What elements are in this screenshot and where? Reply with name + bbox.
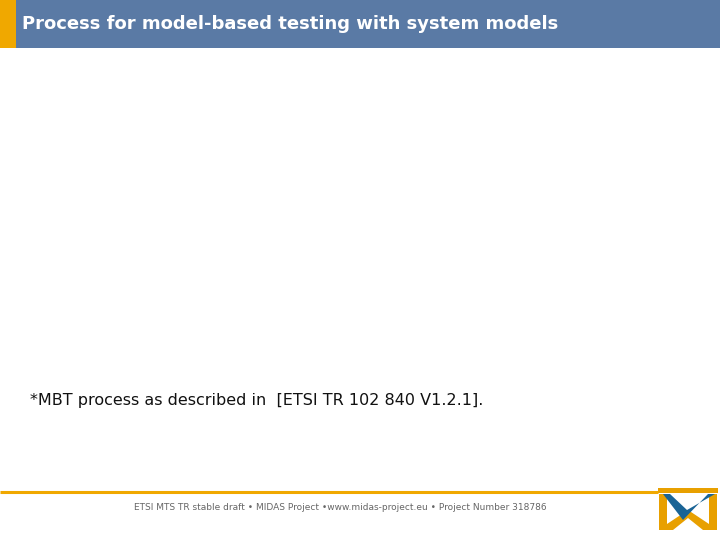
Text: Process for model-based testing with system models: Process for model-based testing with sys…	[22, 15, 558, 33]
Polygon shape	[659, 494, 717, 530]
Bar	[0, 0, 16, 48]
Text: ETSI MTS TR stable draft • MIDAS Project •www.midas-project.eu • Project Number : ETSI MTS TR stable draft • MIDAS Project…	[134, 503, 546, 512]
Bar	[0, 0, 720, 48]
Bar	[658, 488, 718, 493]
Polygon shape	[663, 494, 715, 520]
Text: *MBT process as described in  [ETSI TR 102 840 V1.2.1].: *MBT process as described in [ETSI TR 10…	[30, 393, 483, 408]
